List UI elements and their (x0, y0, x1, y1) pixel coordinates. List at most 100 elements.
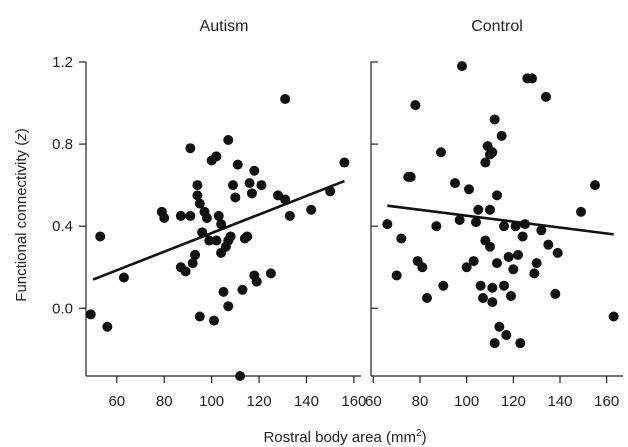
data-point (517, 231, 528, 242)
data-point (218, 286, 229, 297)
data-point (232, 159, 243, 170)
data-point (242, 231, 253, 242)
data-point (187, 258, 198, 269)
data-point (192, 180, 203, 191)
data-point (480, 157, 491, 168)
data-point (201, 212, 212, 223)
data-point (223, 134, 234, 145)
data-point (422, 293, 432, 304)
data-point (450, 178, 460, 189)
data-point (216, 219, 227, 230)
data-point (339, 157, 350, 168)
data-point (175, 210, 186, 221)
x-tick-label: 60 (365, 393, 382, 410)
x-tick-label: 120 (247, 393, 272, 410)
x-tick-label: 100 (199, 393, 224, 410)
data-point (487, 147, 498, 158)
regression-line (92, 179, 345, 281)
data-point (211, 151, 222, 162)
data-point (227, 180, 238, 191)
data-point (235, 371, 246, 381)
data-point (590, 180, 600, 191)
data-point (211, 235, 222, 246)
x-axis-title-superscript: 2 (416, 428, 422, 439)
x-axis-title: Rostral body area (mm2) (263, 428, 426, 446)
data-point (391, 270, 402, 281)
y-axis-title-variable: z (13, 133, 30, 142)
data-point (230, 192, 241, 203)
data-point (485, 241, 495, 252)
x-tick-label: 140 (294, 393, 319, 410)
data-point (209, 315, 220, 326)
data-point (85, 309, 96, 320)
data-point (499, 280, 509, 291)
regression-line (387, 204, 614, 236)
y-axis-tick-labels: 0.0 0.4 0.8 1.2 (52, 54, 73, 317)
data-point (410, 100, 421, 111)
data-point (223, 301, 234, 312)
data-point (515, 338, 526, 349)
data-point (531, 258, 542, 269)
data-point (492, 190, 502, 201)
x-tick-label: 60 (108, 393, 125, 410)
data-point (461, 262, 472, 273)
data-point (256, 180, 267, 191)
data-point (457, 61, 467, 72)
data-point (436, 147, 446, 158)
data-point (503, 251, 514, 262)
data-point (496, 130, 507, 141)
data-point (192, 190, 203, 201)
panel-autism: Autism 60 80 100 120 140 160 (79, 18, 366, 410)
data-point (501, 329, 512, 340)
data-point (431, 221, 442, 232)
data-point (225, 231, 236, 242)
panel-title-autism: Autism (200, 18, 249, 35)
x-tick-label: 120 (501, 393, 526, 410)
data-point (492, 258, 502, 269)
data-point (550, 288, 561, 299)
data-point (280, 93, 291, 104)
data-point (527, 73, 537, 84)
x-tick-label: 80 (412, 393, 429, 410)
data-point (473, 204, 484, 215)
y-tick-label: 0.4 (52, 218, 73, 235)
data-point (438, 280, 449, 291)
data-point (485, 204, 495, 215)
data-point (454, 215, 465, 226)
data-point (185, 143, 196, 154)
data-point (244, 178, 255, 189)
data-point (396, 233, 407, 244)
y-axis-title-text: Functional connectivity ( (13, 141, 30, 302)
data-point (464, 184, 474, 195)
data-point (510, 221, 521, 232)
data-point (102, 321, 113, 332)
data-point (213, 210, 224, 221)
data-point (471, 217, 481, 228)
x-tick-label: 160 (341, 393, 366, 410)
y-tick-label: 0.0 (52, 300, 73, 317)
data-point (417, 262, 428, 273)
x-tick-label: 100 (454, 393, 479, 410)
data-point (508, 264, 519, 275)
data-point (468, 256, 479, 267)
data-point (494, 321, 505, 332)
data-point (478, 293, 488, 304)
data-point (536, 225, 547, 236)
data-point (487, 297, 498, 308)
panel-title-control: Control (471, 18, 523, 35)
data-point (194, 311, 205, 322)
x-axis-title-text: Rostral body area (mm (263, 429, 416, 446)
data-point (487, 282, 498, 293)
data-point (251, 276, 262, 287)
data-point (405, 171, 416, 182)
data-point (194, 198, 205, 209)
y-tick-label: 0.8 (52, 136, 73, 153)
data-point (246, 188, 257, 199)
data-point (382, 219, 393, 230)
data-point (489, 114, 500, 125)
data-point (95, 231, 106, 242)
x-axis-title-close: ) (422, 429, 427, 446)
data-point (284, 210, 295, 221)
data-point (576, 206, 586, 217)
